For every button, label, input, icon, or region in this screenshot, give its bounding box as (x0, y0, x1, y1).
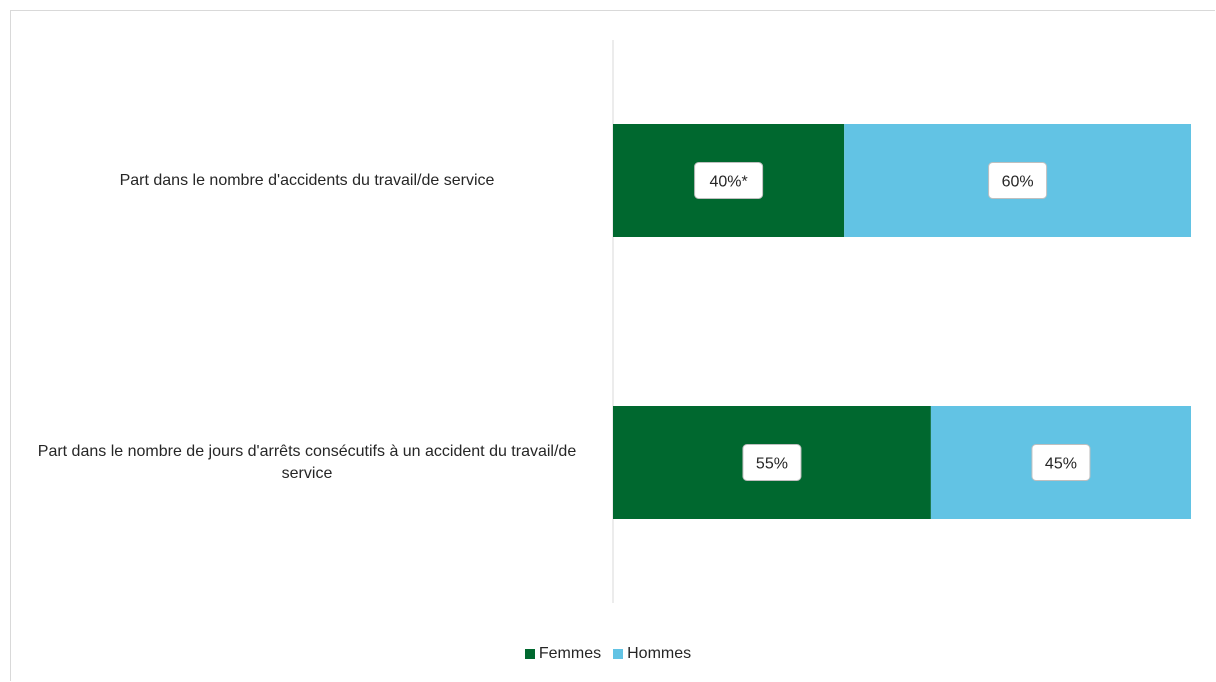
legend-item-femmes: Femmes (524, 645, 602, 663)
legend-label-femmes: Femmes (538, 645, 602, 662)
legend-label-hommes: Hommes (627, 645, 692, 662)
data-label-box (988, 162, 1048, 199)
data-label-femmes-1: 55% (742, 444, 802, 481)
data-label-text: 40%* (709, 174, 747, 191)
category-label-accidents: Part dans le nombre d'accidents du trava… (119, 172, 495, 189)
data-label-box (1031, 444, 1091, 481)
data-label-text: 55% (756, 456, 788, 473)
data-label-text: 60% (1002, 174, 1034, 191)
legend-swatch-hommes (613, 649, 624, 659)
data-label-hommes-0: 60% (988, 162, 1048, 199)
data-label-text: 45% (1045, 456, 1077, 473)
chart-frame (10, 10, 1215, 681)
data-label-femmes-0: 40%* (694, 162, 764, 199)
legend-item-hommes: Hommes (613, 645, 691, 663)
data-label-box (742, 444, 802, 481)
category-label-jours-arret: Part dans le nombre de jours d'arrêts co… (37, 443, 577, 482)
legend: Femmes Hommes (0, 645, 1216, 663)
data-label-hommes-1: 45% (1031, 444, 1091, 481)
data-label-box (694, 162, 764, 199)
legend-swatch-femmes (524, 649, 535, 659)
